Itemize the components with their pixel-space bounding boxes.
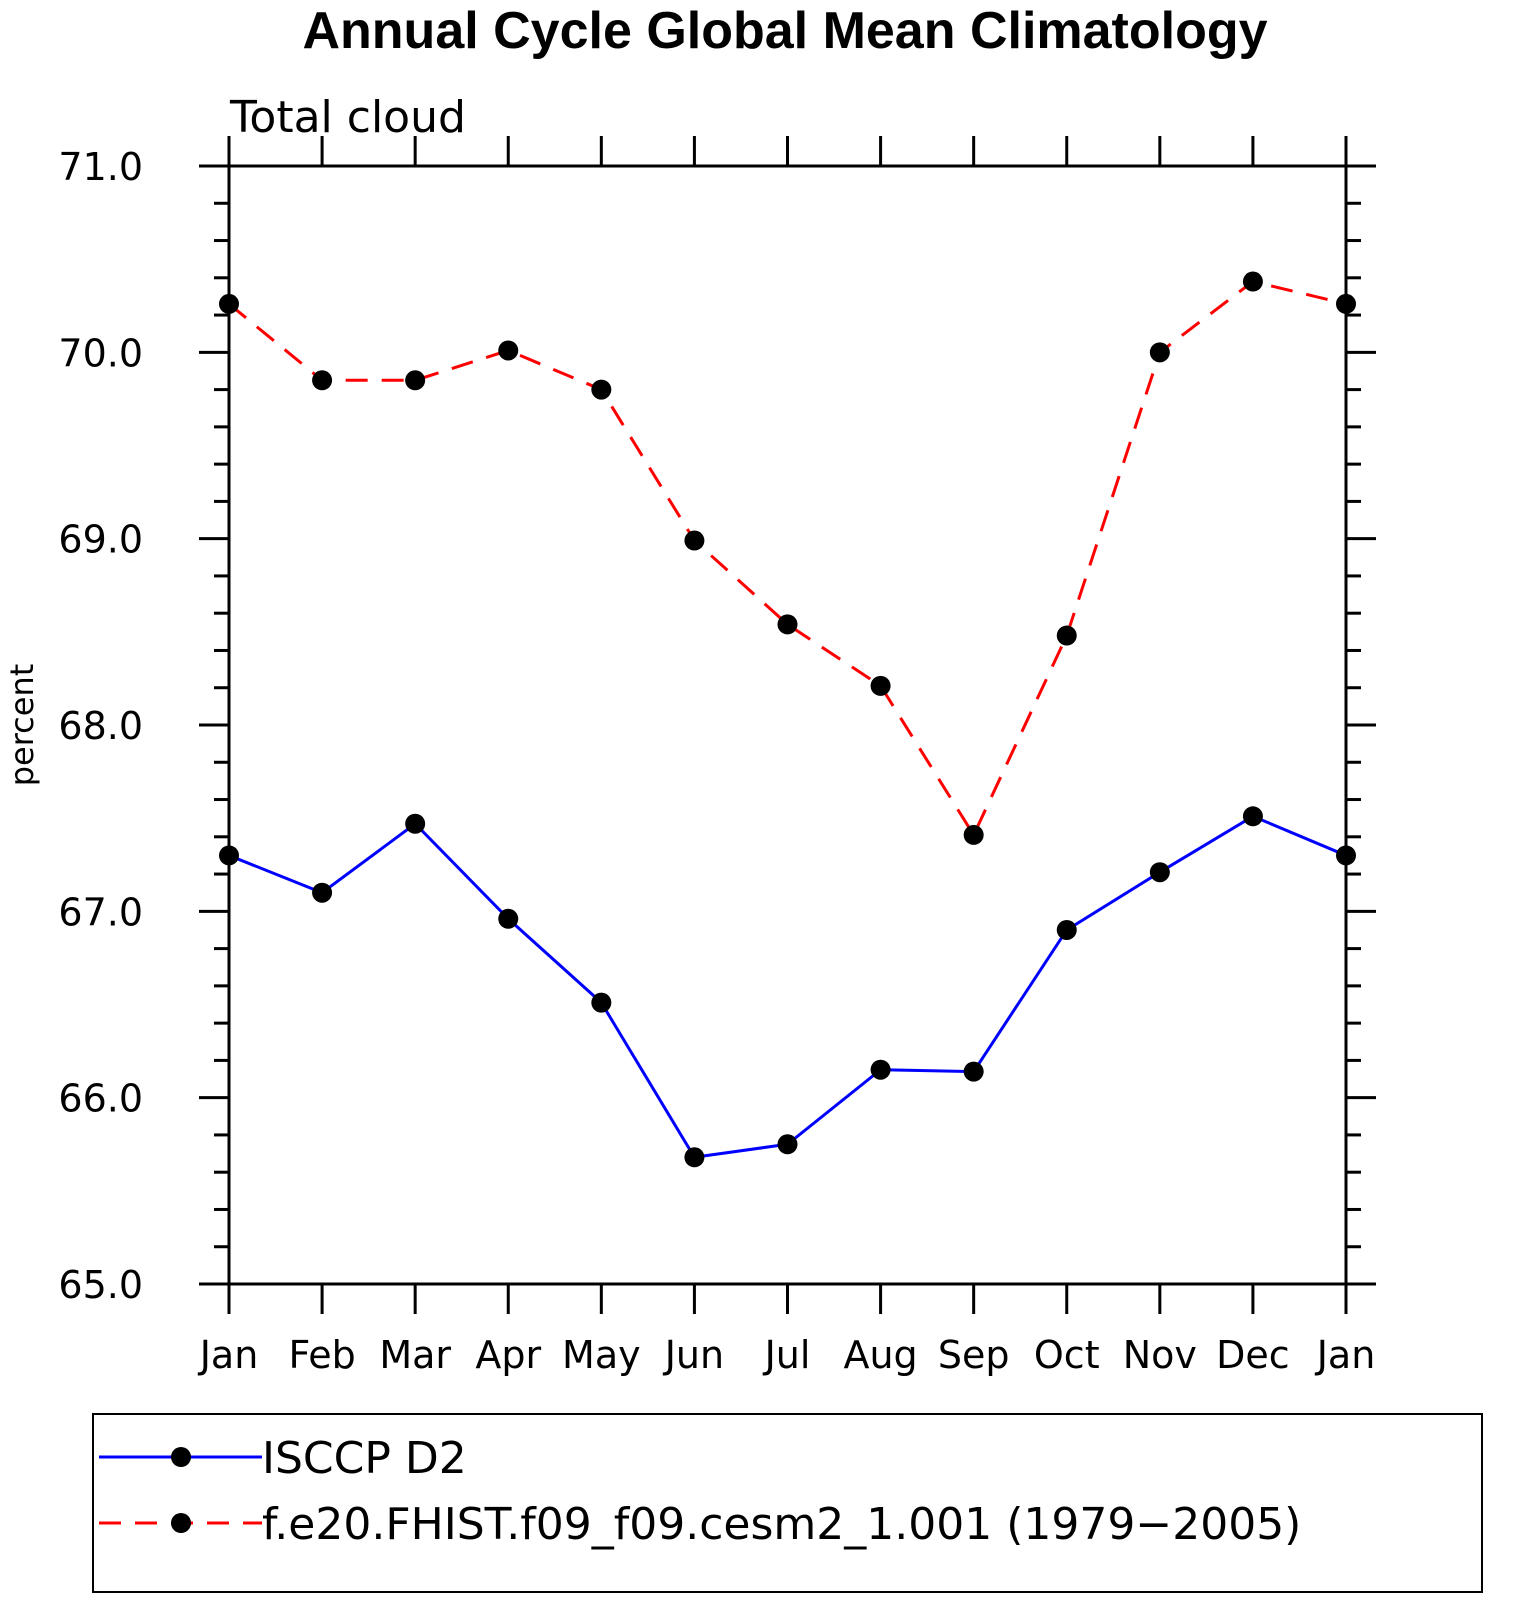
y-tick-label: 65.0: [58, 1263, 143, 1307]
y-tick-labels: 65.0 66.0 67.0 68.0 69.0 70.0 71.0: [58, 145, 143, 1307]
series-line: [228, 814, 1347, 1159]
data-point: [1056, 919, 1077, 940]
legend: ISCCP D2 f.e20.FHIST.f09_f09.cesm2_1.001 …: [99, 1433, 1301, 1550]
data-point: [312, 882, 333, 903]
data-point: [777, 1134, 798, 1155]
series-0: [219, 806, 1356, 1168]
x-tick-label: Apr: [475, 1333, 541, 1377]
data-point: [777, 614, 798, 635]
y-tick-label: 70.0: [58, 331, 143, 375]
data-point: [1336, 845, 1356, 866]
plot-frame: [227, 164, 1348, 1286]
series-1: [219, 271, 1356, 845]
x-tick-label: Jul: [763, 1333, 811, 1377]
data-point: [591, 379, 612, 400]
legend-label: f.e20.FHIST.f09_f09.cesm2_1.001 (1979−20…: [262, 1499, 1301, 1550]
data-point: [684, 530, 705, 551]
x-tick-labels: Jan Feb Mar Apr May Jun Jul Aug Sep Oct Nov Dec Jan: [198, 1333, 1376, 1377]
data-point: [405, 370, 426, 391]
data-point: [312, 370, 333, 391]
y-tick-label: 71.0: [58, 145, 143, 189]
x-tick-label: Jan: [198, 1333, 259, 1377]
data-point: [219, 293, 239, 314]
y-axis-label: percent: [3, 664, 41, 787]
data-point: [591, 992, 612, 1013]
data-point: [1056, 625, 1077, 646]
legend-marker: [171, 1513, 191, 1533]
x-tick-label: Feb: [288, 1333, 355, 1377]
y-tick-label: 66.0: [58, 1077, 143, 1121]
data-point: [1242, 271, 1263, 292]
legend-box: [92, 1413, 1483, 1593]
axis-ticks: [199, 136, 1376, 1314]
x-tick-label: Sep: [938, 1333, 1010, 1377]
x-tick-label: Jan: [1315, 1333, 1376, 1377]
y-tick-label: 67.0: [58, 890, 143, 934]
data-point: [498, 340, 519, 361]
data-point: [1336, 293, 1356, 314]
chart-title: Annual Cycle Global Mean Climatology: [302, 2, 1267, 60]
x-tick-label: Nov: [1123, 1333, 1197, 1377]
y-tick-label: 69.0: [58, 518, 143, 562]
series-line: [228, 279, 1347, 839]
x-tick-label: Mar: [379, 1333, 451, 1377]
x-tick-label: Aug: [843, 1333, 917, 1377]
data-point: [1149, 862, 1170, 883]
legend-label: ISCCP D2: [262, 1433, 467, 1484]
data-point: [1149, 342, 1170, 363]
y-tick-label: 68.0: [58, 704, 143, 748]
data-point: [405, 813, 426, 834]
data-point: [963, 824, 984, 845]
series-layer: [219, 271, 1356, 1168]
x-tick-label: Jun: [663, 1333, 724, 1377]
data-point: [498, 908, 519, 929]
data-point: [1242, 806, 1263, 827]
x-tick-label: May: [562, 1333, 641, 1377]
data-point: [870, 675, 891, 696]
data-point: [219, 845, 239, 866]
legend-marker: [171, 1447, 191, 1467]
data-point: [963, 1061, 984, 1082]
chart-subtitle: Total cloud: [229, 92, 466, 143]
x-tick-label: Dec: [1216, 1333, 1290, 1377]
data-point: [684, 1147, 705, 1168]
data-point: [870, 1059, 891, 1080]
x-tick-label: Oct: [1034, 1333, 1100, 1377]
